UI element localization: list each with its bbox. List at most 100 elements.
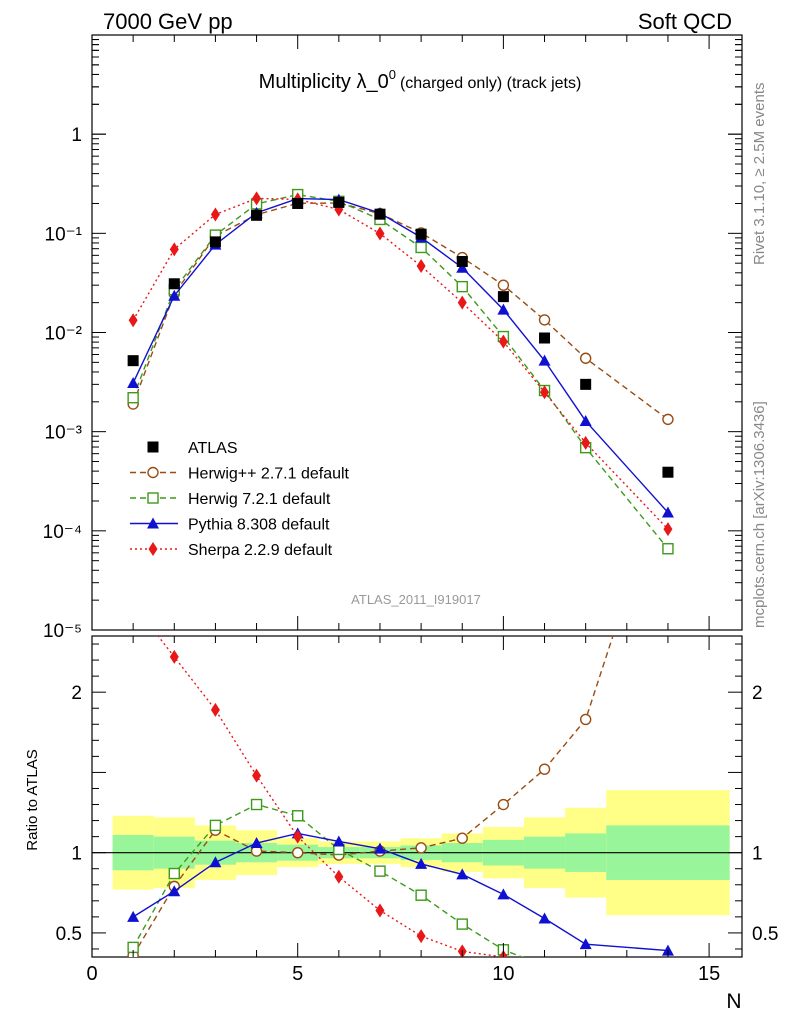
herwig-2-7-1-default-ratio-point: [579, 713, 592, 726]
pythia-8-308-default-ratio-point: [168, 885, 181, 897]
legend: ATLAS Herwig++ 2.7.1 default Herwig 7.2.1 …: [130, 440, 350, 559]
x-tick-label: 10: [492, 963, 514, 985]
legend-herwig-7-2-1-default-label: Herwig 7.2.1 default: [188, 491, 331, 508]
legend-herwig-7-2-1-default-marker: [147, 492, 159, 504]
sherpa-2-2-9-default-ratio-point: [169, 649, 179, 664]
pythia-8-308-default-ratio-point: [456, 868, 469, 880]
sherpa-2-2-9-default-point: [169, 242, 179, 257]
atlas-data-point: [168, 278, 180, 290]
sherpa-2-2-9-default-point: [663, 522, 673, 537]
legend-sherpa-2-2-9-default-marker: [148, 542, 158, 556]
herwig-7-2-1-default-ratio-point: [168, 867, 180, 880]
herwig-7-2-1-default-ratio-point: [663, 981, 673, 991]
y-tick-label: 1: [71, 125, 82, 146]
main-frame: [91, 34, 743, 631]
y-tick-label: 10⁻⁴: [43, 522, 82, 543]
herwig-7-2-1-default-point: [662, 543, 674, 555]
atlas-data-point: [374, 208, 386, 220]
y-tick-label: 10⁻¹: [45, 224, 83, 245]
pythia-8-308-default-ratio-point: [415, 857, 428, 869]
atlas-data-point: [539, 332, 551, 344]
herwig-7-2-1-default-ratio-point: [456, 918, 468, 930]
herwig-7-2-1-default-ratio-point: [415, 889, 427, 901]
herwig-2-7-1-default-point: [579, 352, 592, 364]
pythia-8-308-default-point: [538, 354, 551, 366]
pythia-8-308-default-point: [456, 261, 469, 273]
sherpa-2-2-9-default-point: [375, 226, 385, 241]
main-series-layer: [127, 188, 674, 555]
legend-atlas-marker: [147, 441, 159, 453]
sherpa-2-2-9-default-point: [210, 207, 220, 222]
atlas-data-point: [662, 466, 674, 478]
herwig-2-7-1-default-ratio-point: [415, 842, 427, 854]
mcplots-label: mcplots.cern.ch [arXiv:1306.3436]: [751, 401, 768, 628]
ratio-y-tick-label: 1: [71, 844, 82, 865]
sherpa-2-2-9-default-ratio-point: [334, 869, 344, 884]
x-axis-label: N: [726, 990, 741, 1013]
pythia-8-308-default-ratio-point: [538, 912, 551, 924]
sherpa-2-2-9-default-point: [540, 385, 550, 400]
sherpa-2-2-9-default-point: [581, 435, 591, 450]
pythia-8-308-default-ratio-point: [209, 856, 222, 868]
herwig-2-7-1-default-ratio-point: [538, 763, 551, 775]
ratio-frame: [91, 635, 743, 958]
herwig-2-7-1-default-point: [538, 314, 551, 326]
legend-herwig-2-7-1-default-marker: [147, 466, 159, 479]
ratio-y-tick-label: 2: [71, 683, 82, 704]
ratio-y-tick-label: 0.5: [56, 924, 82, 945]
atlas-data-point: [127, 355, 139, 367]
herwig-2-7-1-default-ratio-point: [291, 846, 304, 859]
y-tick-label: 10⁻⁵: [43, 621, 82, 642]
ratio-y-tick-label-right: 0.5: [752, 924, 778, 945]
herwig-2-7-1-default-ratio-point: [456, 832, 468, 844]
sherpa-2-2-9-default-ratio-point: [129, 597, 138, 611]
header-right: Soft QCD: [638, 9, 732, 34]
atlas-data-point: [292, 197, 304, 209]
herwig-7-2-1-default-ratio-point: [374, 865, 386, 877]
atlas-data-point: [209, 236, 221, 248]
sherpa-2-2-9-default-ratio-point: [540, 961, 549, 975]
plot-title: Multiplicity λ_00(charged only) (track j…: [259, 67, 582, 93]
pythia-8-308-default-point: [497, 303, 510, 315]
atlas-data-point: [497, 291, 509, 303]
sherpa-2-2-9-default-ratio-point: [375, 903, 385, 918]
pythia-8-308-default-ratio-point: [497, 888, 510, 900]
sherpa-2-2-9-default-ratio-point: [581, 964, 590, 978]
pythia-8-308-default-point: [127, 376, 140, 388]
legend-sherpa-2-2-9-default-label: Sherpa 2.2.9 default: [188, 542, 333, 559]
sherpa-2-2-9-default-ratio-line: [157, 636, 507, 957]
atlas-data-point: [580, 378, 592, 390]
herwig-2-7-1-default-point: [497, 279, 510, 291]
pythia-8-308-default-point: [661, 506, 674, 518]
sherpa-2-2-9-default-ratio-point: [252, 768, 262, 783]
herwig-7-2-1-default-ratio-point: [209, 819, 222, 832]
sherpa-2-2-9-default-ratio-point: [293, 829, 303, 844]
pythia-8-308-default-point: [168, 289, 181, 301]
pythia-8-308-default-ratio-point: [127, 910, 140, 922]
pythia-8-308-default-ratio-point: [373, 842, 386, 854]
atlas-data-point: [456, 255, 468, 267]
x-tick-label: 15: [698, 963, 720, 985]
sherpa-2-2-9-default-point: [128, 313, 138, 328]
pythia-8-308-default-point: [579, 415, 592, 427]
atlas-data-point: [415, 228, 427, 240]
sherpa-2-2-9-default-point: [498, 334, 508, 349]
sherpa-2-2-9-default-ratio-point: [210, 702, 220, 717]
sherpa-2-2-9-default-ratio-point: [416, 929, 426, 944]
herwig-2-7-1-default-ratio-point: [497, 798, 510, 811]
ratio-panel: 2 2 1 1 0.5 0.5 Ratio to ATLAS: [24, 597, 778, 991]
herwig-7-2-1-default-point: [127, 392, 139, 404]
herwig-7-2-1-default-ratio-point: [250, 798, 263, 811]
analysis-label: ATLAS_2011_I919017: [351, 592, 481, 607]
header-left: 7000 GeV pp: [103, 9, 233, 34]
y-tick-label: 10⁻³: [45, 423, 83, 444]
main-panel: Multiplicity λ_00(charged only) (track j…: [43, 34, 743, 642]
rivet-label: Rivet 3.1.10, ≥ 2.5M events: [751, 83, 768, 266]
ratio-y-ticks: [92, 643, 742, 950]
x-ticks: [91, 35, 710, 957]
sherpa-2-2-9-default-point: [457, 295, 467, 310]
herwig-7-2-1-default-point: [456, 280, 468, 293]
pythia-8-308-default-ratio-point: [332, 835, 345, 847]
legend-atlas-label: ATLAS: [188, 440, 238, 457]
